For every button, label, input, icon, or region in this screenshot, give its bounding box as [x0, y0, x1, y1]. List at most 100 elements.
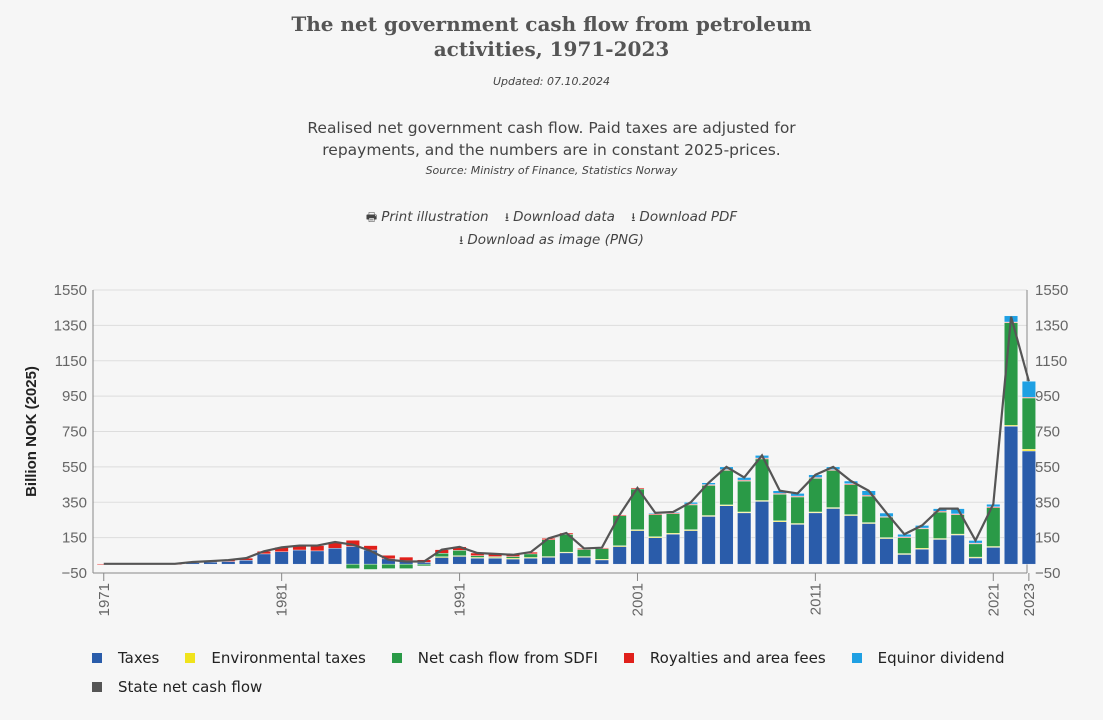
print-label: Print illustration: [381, 209, 489, 225]
y-tick-label-right: 1350: [1035, 317, 1068, 334]
legend-item-net-cash-flow-from-sdfi[interactable]: Net cash flow from SDFI: [391, 648, 598, 677]
bar-net-cash-flow-from-sdfi-2000: [612, 515, 627, 546]
bar-net-cash-flow-from-sdfi-2016: [897, 537, 912, 554]
y-tick-label-left: 350: [62, 494, 87, 511]
x-tick-label-1981: 1981: [274, 583, 291, 616]
legend-item-taxes[interactable]: Taxes: [92, 648, 159, 677]
bar-taxes-2008: [755, 501, 769, 565]
y-tick-label-right: 550: [1035, 459, 1060, 476]
bar-taxes-1999: [594, 559, 609, 565]
bar-net-cash-flow-from-sdfi-1994: [505, 556, 520, 559]
bar-taxes-1978: [221, 561, 236, 565]
bar-taxes-1992: [470, 557, 485, 565]
y-tick-label-left: 750: [62, 424, 87, 441]
legend-item-state-net-cash-flow[interactable]: State net cash flow: [92, 677, 262, 706]
bar-net-cash-flow-from-sdfi-2010: [790, 496, 805, 524]
bar-net-cash-flow-from-sdfi-2014: [861, 495, 876, 523]
x-tick-label-1971: 1971: [96, 583, 113, 616]
download-icon: ⭳: [631, 210, 636, 224]
bar-net-cash-flow-from-sdfi-2004: [683, 504, 698, 530]
y-tick-label-right: 350: [1035, 494, 1060, 511]
bar-net-cash-flow-from-sdfi-1995: [523, 553, 538, 558]
legend-label: Taxes: [118, 649, 160, 667]
bar-taxes-1985: [345, 546, 360, 565]
bar-net-cash-flow-from-sdfi-1985: [345, 563, 360, 569]
legend-item-environmental-taxes[interactable]: Environmental taxes: [185, 648, 366, 677]
y-axis-title: Billion NOK (2025): [23, 366, 40, 497]
bar-taxes-1993: [488, 557, 503, 565]
bar-taxes-2005: [701, 516, 716, 565]
bar-net-cash-flow-from-sdfi-1999: [594, 548, 609, 560]
bar-taxes-2000: [612, 546, 627, 565]
y-tick-label-left: 1150: [55, 353, 87, 370]
print-illustration-link[interactable]: 🖶 Print illustration: [366, 208, 489, 229]
bar-taxes-2003: [666, 533, 681, 565]
chart-legend: Taxes Environmental taxes Net cash flow fr…: [92, 648, 1072, 706]
updated-date: Updated: 07.10.2024: [492, 75, 610, 88]
download-icon: ⭳: [504, 210, 510, 224]
bar-net-cash-flow-from-sdfi-1989: [417, 563, 431, 567]
bar-taxes-2019: [950, 534, 965, 565]
bar-taxes-1990: [434, 556, 449, 565]
bar-taxes-2009: [772, 521, 787, 565]
bar-net-cash-flow-from-sdfi-1987: [381, 563, 396, 569]
bar-taxes-2006: [719, 505, 734, 565]
bar-taxes-2013: [844, 515, 858, 565]
bar-taxes-1991: [452, 555, 467, 565]
bar-net-cash-flow-from-sdfi-1992: [470, 555, 485, 558]
bar-taxes-2004: [683, 530, 698, 565]
bar-taxes-2018: [932, 539, 947, 565]
download-pdf-link[interactable]: ⭳ Download PDF: [631, 208, 737, 229]
description-line1: Realised net government cash flow. Paid …: [307, 119, 796, 137]
legend-swatch: [92, 653, 102, 663]
legend-swatch: [92, 682, 102, 692]
y-tick-label-right: −50: [1035, 565, 1060, 582]
bar-taxes-1989: [417, 562, 431, 565]
bar-net-cash-flow-from-sdfi-2003: [666, 513, 681, 534]
bar-taxes-1994: [505, 558, 520, 565]
action-links-row-2: ⭳ Download as image (PNG): [0, 231, 1103, 252]
legend-swatch: [623, 653, 634, 663]
bar-taxes-2015: [879, 538, 894, 565]
y-tick-label-left: 550: [62, 459, 87, 476]
legend-item-equinor-dividend[interactable]: Equinor dividend: [851, 648, 1004, 677]
legend-label: Net cash flow from SDFI: [417, 649, 598, 667]
bar-net-cash-flow-from-sdfi-1986: [363, 563, 378, 570]
download-icon: ⭳: [459, 233, 464, 247]
bar-net-cash-flow-from-sdfi-2006: [719, 470, 734, 506]
bar-net-cash-flow-from-sdfi-2020: [968, 543, 983, 558]
bar-taxes-1997: [559, 552, 574, 565]
download-png-link[interactable]: ⭳ Download as image (PNG): [459, 231, 644, 252]
state-net-cash-flow-line: [103, 316, 1030, 565]
y-tick-label-right: 1550: [1035, 282, 1068, 299]
y-tick-label-left: −50: [62, 565, 87, 582]
bar-taxes-2016: [897, 554, 912, 565]
download-data-link[interactable]: ⭳ Download data: [505, 208, 615, 229]
y-tick-label-right: 150: [1035, 530, 1060, 547]
bar-taxes-1980: [256, 553, 271, 565]
bar-taxes-2022: [1004, 425, 1019, 565]
legend-swatch: [851, 653, 862, 663]
bar-net-cash-flow-from-sdfi-2002: [648, 514, 663, 537]
bar-net-cash-flow-from-sdfi-2005: [701, 485, 716, 516]
chart-title-line1: The net government cash flow from petrol…: [291, 12, 812, 36]
bar-net-cash-flow-from-sdfi-2011: [808, 478, 823, 513]
chart-description: Realised net government cash flow. Paid …: [0, 117, 1103, 161]
bar-net-cash-flow-from-sdfi-2013: [844, 484, 858, 515]
download-data-label: Download data: [513, 209, 615, 225]
chart-title: The net government cash flow from petrol…: [0, 12, 1103, 62]
bar-net-cash-flow-from-sdfi-2012: [826, 470, 841, 508]
bar-net-cash-flow-from-sdfi-1991: [452, 550, 467, 556]
bar-taxes-2001: [630, 530, 645, 565]
bar-taxes-2023: [1021, 450, 1036, 565]
y-tick-label-right: 750: [1035, 424, 1060, 441]
chart-title-line2: activities, 1971-2023: [433, 37, 670, 61]
y-tick-label-left: 1350: [54, 317, 87, 334]
bar-taxes-2017: [915, 548, 930, 565]
bar-taxes-1981: [274, 551, 289, 565]
y-tick-label-left: 950: [62, 388, 87, 405]
bar-environmental-taxes-2023: [1021, 448, 1036, 452]
bar-net-cash-flow-from-sdfi-2009: [772, 494, 787, 522]
bar-net-cash-flow-from-sdfi-1998: [577, 549, 592, 557]
legend-item-royalties-and-area-fees[interactable]: Royalties and area fees: [623, 648, 826, 677]
